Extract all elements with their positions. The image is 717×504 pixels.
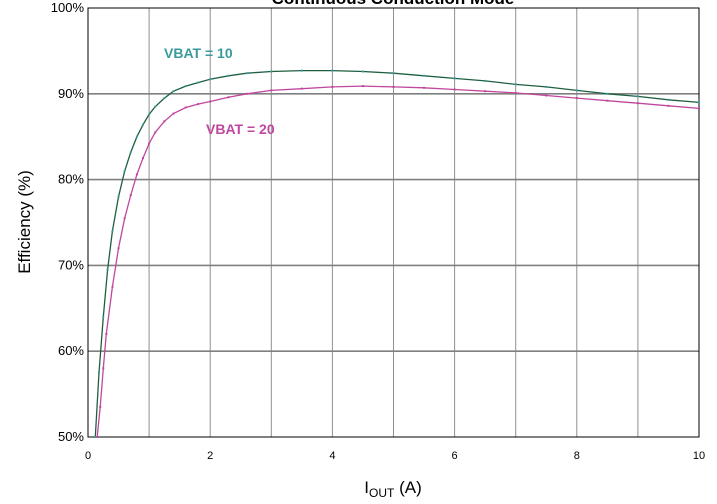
data-point bbox=[141, 123, 144, 126]
series-label-vbat10: VBAT = 10 bbox=[164, 45, 233, 61]
data-point bbox=[96, 436, 99, 438]
data-point bbox=[123, 170, 126, 173]
data-point bbox=[209, 100, 212, 103]
x-axis-label-unit: (A) bbox=[394, 478, 421, 497]
data-point bbox=[667, 104, 670, 107]
data-point bbox=[163, 120, 166, 123]
x-axis-label-main: I bbox=[364, 478, 369, 497]
data-point bbox=[99, 405, 102, 408]
series-line-vbat10 bbox=[94, 69, 700, 438]
data-point bbox=[331, 69, 334, 72]
data-point bbox=[196, 103, 199, 106]
data-point bbox=[102, 367, 105, 370]
data-point bbox=[514, 83, 517, 86]
data-point bbox=[453, 88, 456, 91]
data-point bbox=[270, 70, 273, 73]
data-point bbox=[667, 98, 670, 101]
data-point bbox=[636, 95, 639, 98]
data-point bbox=[105, 333, 108, 336]
data-point bbox=[514, 91, 517, 94]
data-point bbox=[227, 96, 230, 99]
data-point bbox=[453, 77, 456, 80]
data-point bbox=[300, 87, 303, 90]
data-point bbox=[184, 106, 187, 109]
data-point bbox=[97, 371, 100, 374]
data-point bbox=[148, 142, 151, 145]
data-point bbox=[270, 89, 273, 92]
data-point bbox=[154, 105, 157, 108]
x-tick-label: 6 bbox=[452, 450, 458, 462]
data-point bbox=[123, 217, 126, 220]
data-point bbox=[423, 74, 426, 77]
data-point bbox=[172, 90, 175, 93]
data-point bbox=[135, 135, 138, 138]
data-point bbox=[636, 102, 639, 105]
data-point bbox=[423, 86, 426, 89]
data-point bbox=[163, 97, 166, 100]
series-layer bbox=[94, 69, 700, 438]
data-point bbox=[361, 70, 364, 73]
y-tick-label: 90% bbox=[58, 86, 84, 101]
data-point bbox=[575, 89, 578, 92]
data-point bbox=[117, 195, 120, 198]
data-point bbox=[698, 107, 700, 110]
y-tick-label: 60% bbox=[58, 343, 84, 358]
data-point bbox=[106, 268, 109, 271]
data-point bbox=[102, 315, 105, 318]
data-point bbox=[129, 194, 132, 197]
data-point bbox=[141, 157, 144, 160]
data-point bbox=[148, 113, 151, 116]
chart-title: Continuous Conduction Mode bbox=[272, 0, 515, 8]
data-point bbox=[196, 81, 199, 84]
data-point bbox=[300, 69, 303, 72]
data-point bbox=[575, 97, 578, 100]
data-point bbox=[484, 90, 487, 93]
y-tick-labels: 50% 60% 70% 80% 90% 100% bbox=[51, 0, 85, 444]
data-point bbox=[129, 151, 132, 154]
data-point bbox=[545, 94, 548, 97]
data-point bbox=[392, 72, 395, 75]
x-axis-label-subscript: OUT bbox=[369, 486, 395, 500]
data-point bbox=[111, 230, 114, 233]
x-tick-labels: 0 2 4 6 8 10 bbox=[85, 450, 705, 462]
series-label-vbat20: VBAT = 20 bbox=[206, 121, 275, 137]
grid-lines bbox=[88, 8, 699, 437]
data-point bbox=[227, 74, 230, 77]
data-point bbox=[111, 285, 114, 288]
data-point bbox=[545, 85, 548, 88]
y-tick-label: 80% bbox=[58, 172, 84, 187]
y-tick-label: 70% bbox=[58, 257, 84, 272]
data-point bbox=[484, 79, 487, 82]
x-tick-label: 4 bbox=[329, 450, 335, 462]
data-point bbox=[172, 112, 175, 115]
series-line-vbat20 bbox=[96, 85, 700, 438]
data-point bbox=[361, 85, 364, 88]
data-point bbox=[606, 99, 609, 102]
data-point bbox=[209, 78, 212, 81]
data-point bbox=[94, 436, 97, 438]
data-point bbox=[392, 85, 395, 88]
data-point bbox=[245, 92, 248, 95]
plot-frame bbox=[87, 7, 700, 438]
y-tick-label: 100% bbox=[51, 0, 85, 15]
y-tick-label: 50% bbox=[58, 429, 84, 444]
x-axis-label: IOUT (A) bbox=[364, 478, 421, 500]
x-tick-label: 2 bbox=[207, 450, 213, 462]
data-point bbox=[245, 72, 248, 75]
x-tick-label: 10 bbox=[693, 450, 705, 462]
data-point bbox=[154, 131, 157, 134]
data-point bbox=[117, 247, 120, 250]
x-tick-label: 0 bbox=[85, 450, 91, 462]
data-point bbox=[698, 101, 700, 104]
data-point bbox=[606, 92, 609, 95]
data-point bbox=[184, 85, 187, 88]
data-point bbox=[331, 85, 334, 88]
x-tick-label: 8 bbox=[574, 450, 580, 462]
y-axis-label: Efficiency (%) bbox=[15, 170, 34, 274]
data-point bbox=[135, 173, 138, 176]
